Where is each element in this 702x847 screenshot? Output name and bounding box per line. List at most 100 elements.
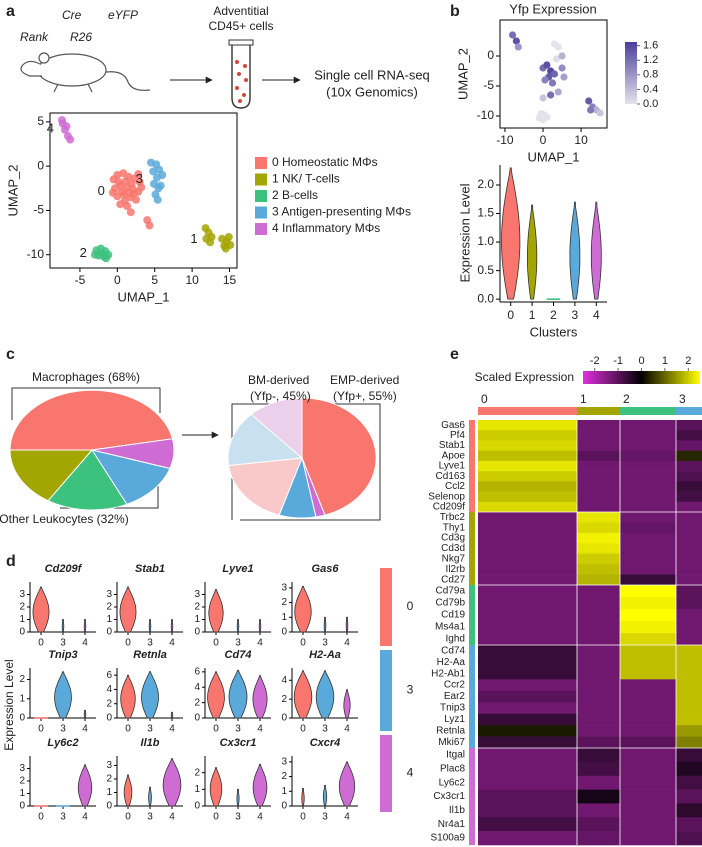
heatmap-cell — [676, 564, 702, 575]
heatmap-cell — [478, 430, 577, 441]
heatmap-cell — [478, 522, 577, 534]
heatmap-cell — [620, 621, 676, 634]
violin — [527, 204, 538, 300]
point — [121, 177, 130, 186]
cluster-label: 2 — [80, 245, 87, 260]
point — [149, 167, 158, 176]
heatmap-cell — [577, 522, 620, 534]
heatmap-cell — [676, 430, 702, 441]
heatmap-cell — [577, 817, 620, 832]
violin — [170, 711, 174, 719]
gene-label: Itgal — [446, 750, 465, 761]
heatmap-cell — [478, 420, 577, 431]
heatmap-cell — [620, 501, 676, 513]
cluster-header: 0 — [481, 392, 488, 406]
gene-group-bar — [469, 748, 475, 845]
point — [539, 94, 547, 102]
group-label: 4 — [407, 766, 414, 780]
pie-slice — [9, 389, 174, 451]
violin — [343, 689, 351, 719]
y-tick-label: 2 — [106, 774, 112, 785]
y-tick-label: 1 — [106, 787, 112, 798]
x-tick-label: 0 — [300, 724, 306, 735]
heatmap-cell — [478, 656, 577, 669]
x-tick-label: 3 — [147, 724, 153, 735]
heatmap-cell — [676, 621, 702, 634]
violin — [209, 767, 223, 807]
y-tick-label: 5 — [37, 114, 44, 128]
heatmap-cell — [676, 512, 702, 523]
y-tick-label: 1 — [19, 614, 25, 625]
x-tick-label: 3 — [147, 638, 153, 649]
heatmap-cell — [676, 725, 702, 737]
legend-label: 2 B-cells — [272, 188, 318, 202]
heatmap-cell — [577, 736, 620, 749]
gene-label: R26 — [70, 30, 92, 44]
heatmap-cell — [676, 460, 702, 472]
x-tick-label: 5 — [151, 273, 158, 287]
x-tick-label: 4 — [169, 724, 175, 735]
mouse-icon — [20, 52, 151, 93]
violin — [301, 788, 305, 807]
heatmap-cell — [676, 748, 702, 763]
heatmap-cell — [478, 621, 577, 634]
gene-title: Stab1 — [135, 563, 165, 575]
point — [97, 248, 106, 257]
x-tick-label: 3 — [60, 638, 66, 649]
gene-label: Ccl2 — [445, 481, 465, 492]
gene-label: Thy1 — [443, 522, 466, 533]
gene-label: Cd3d — [441, 543, 465, 554]
heatmap-cell — [577, 430, 620, 441]
x-tick-label: 0 — [114, 273, 121, 287]
legend-swatch — [255, 206, 267, 219]
point — [548, 79, 557, 87]
y-tick-label: 1 — [194, 614, 200, 625]
point — [114, 178, 123, 187]
cluster-bar — [577, 407, 620, 415]
group-label: 3 — [407, 683, 414, 697]
point — [560, 73, 568, 81]
x-tick-label: 15 — [223, 273, 237, 287]
heatmap-cell — [577, 789, 620, 804]
heatmap-cell — [676, 633, 702, 646]
x-tick-label: 3 — [322, 724, 328, 735]
gene-label: Cd74 — [441, 645, 465, 656]
heatmap-cell — [478, 512, 577, 523]
point — [132, 195, 141, 204]
x-tick-label: 0 — [213, 812, 219, 823]
y-axis-label: Expression Level — [457, 183, 472, 282]
point — [206, 238, 215, 247]
y-tick-label: -10 — [477, 108, 495, 122]
gene-label: Rank — [20, 30, 49, 44]
heatmap-cell — [577, 597, 620, 610]
heatmap-cell — [676, 501, 702, 513]
heatmap-cell — [577, 532, 620, 544]
violin — [236, 788, 240, 807]
group-bar — [380, 568, 392, 646]
y-axis-label: Expression Level — [2, 659, 16, 750]
point — [554, 43, 562, 51]
legend-swatch — [255, 223, 267, 235]
y-tick-label: 1 — [19, 693, 25, 704]
pie-slice — [250, 397, 303, 460]
gene-label: Lyve1 — [439, 461, 466, 472]
cluster-header: 1 — [580, 392, 587, 406]
heatmap-cell — [577, 725, 620, 737]
violin — [590, 201, 602, 300]
x-tick-label: -5 — [75, 273, 86, 287]
heatmap-cell — [676, 532, 702, 544]
panel-letter: c — [6, 346, 15, 363]
violin — [77, 764, 93, 807]
gene-title: Ly6c2 — [47, 737, 78, 749]
gene-label: Ms4a1 — [435, 622, 465, 633]
heatmap-cell — [676, 713, 702, 726]
heatmap-cell — [478, 761, 577, 777]
colorbar-label: 0 — [638, 355, 644, 367]
heatmap-cell — [676, 736, 702, 749]
violin — [252, 675, 268, 719]
heatmap-cell — [620, 690, 676, 703]
heatmap-cell — [478, 645, 577, 657]
gene-title: Retnla — [133, 649, 167, 661]
heatmap-cell — [577, 667, 620, 680]
point — [543, 61, 551, 69]
